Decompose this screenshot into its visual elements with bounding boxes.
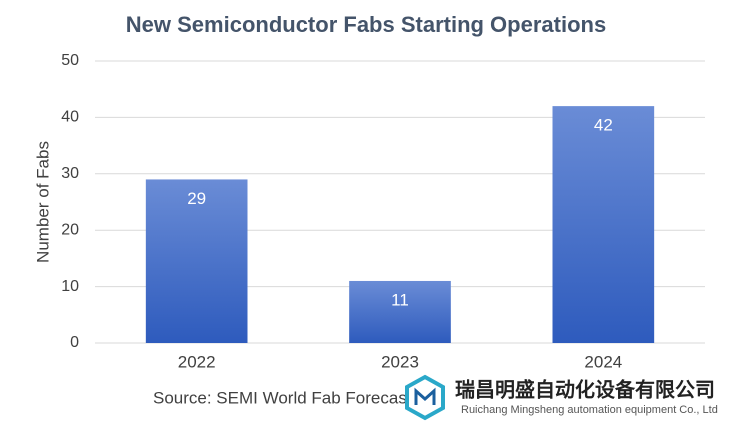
y-tick-label: 20 — [61, 221, 79, 238]
bar — [552, 106, 655, 344]
y-tick-label: 10 — [61, 278, 79, 295]
data-label: 11 — [391, 290, 409, 309]
y-tick-label: 0 — [70, 334, 79, 351]
y-tick-label: 40 — [61, 109, 79, 126]
watermark-logo-mark — [414, 387, 436, 405]
source-note: Source: SEMI World Fab Forecast — [153, 388, 412, 407]
x-tick-label: 2022 — [178, 352, 216, 371]
data-label: 29 — [187, 189, 206, 208]
x-tick-label: 2023 — [381, 352, 419, 371]
chart-title: New Semiconductor Fabs Starting Operatio… — [126, 12, 606, 37]
bar — [145, 179, 248, 343]
watermark: 瑞昌明盛自动化设备有限公司 Ruichang Mingsheng automat… — [405, 374, 734, 421]
watermark-name: 瑞昌明盛自动化设备有限公司 — [455, 377, 715, 401]
watermark-background — [405, 374, 734, 421]
x-tick-label: 2024 — [584, 352, 622, 371]
y-tick-label: 30 — [61, 165, 79, 182]
watermark-subtitle: Ruichang Mingsheng automation equipment … — [461, 404, 718, 416]
y-tick-label: 50 — [61, 52, 79, 69]
y-axis-label: Number of Fabs — [33, 141, 52, 263]
bar — [349, 280, 451, 343]
data-label: 42 — [594, 116, 613, 135]
